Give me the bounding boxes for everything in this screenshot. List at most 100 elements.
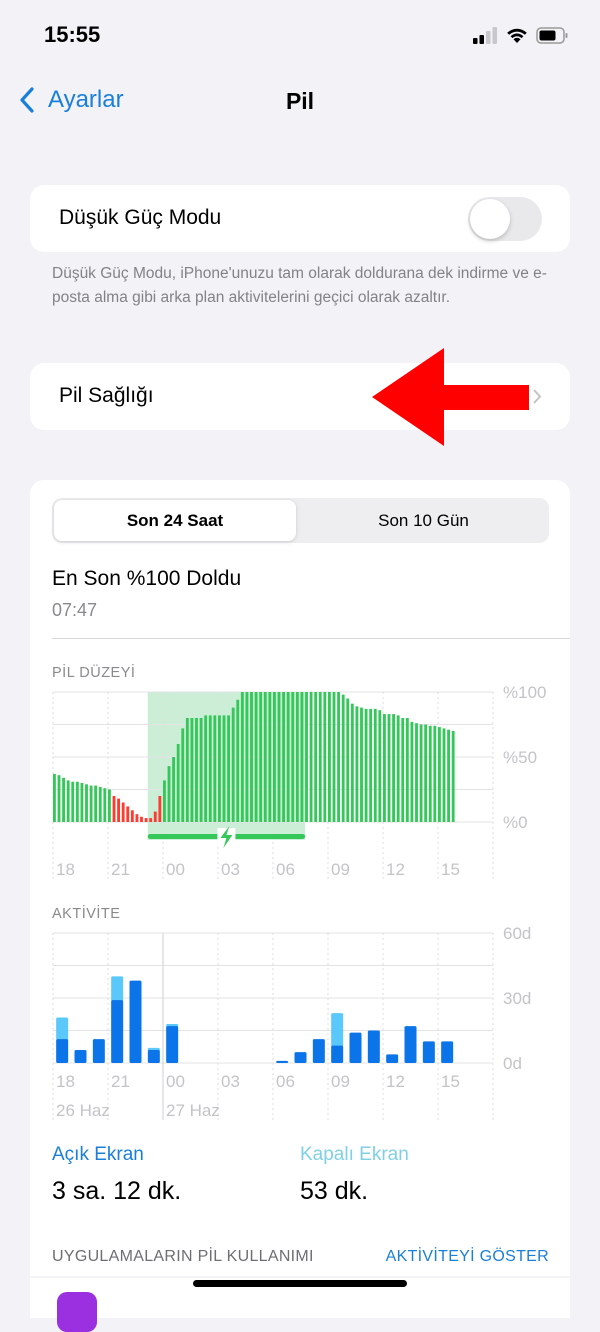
battery-bar xyxy=(240,692,244,822)
battery-bar xyxy=(263,692,267,822)
battery-bar xyxy=(75,781,79,822)
low-power-toggle[interactable] xyxy=(468,197,542,241)
y-tick-label: 60d xyxy=(503,924,531,943)
x-tick-label: 03 xyxy=(221,860,240,879)
battery-bar xyxy=(428,725,432,822)
battery-bar xyxy=(309,692,313,822)
segmented-control: Son 24 Saat Son 10 Gün xyxy=(52,498,549,543)
battery-bar xyxy=(451,731,455,822)
battery-bar xyxy=(245,692,249,822)
battery-bar xyxy=(108,789,111,822)
battery-bar xyxy=(318,692,322,822)
app-usage-heading: UYGULAMALARIN PİL KULLANIMI xyxy=(52,1248,314,1265)
battery-bar xyxy=(350,703,354,822)
battery-bar xyxy=(227,715,231,822)
battery-bar xyxy=(66,780,70,822)
x-tick-label: 06 xyxy=(276,1072,295,1091)
red-arrow-annotation xyxy=(372,348,529,446)
last-charge-title: En Son %100 Doldu xyxy=(52,567,242,590)
y-tick-label: %100 xyxy=(503,683,546,702)
battery-bar xyxy=(117,798,121,822)
last-charge-time: 07:47 xyxy=(52,600,98,620)
battery-bar xyxy=(337,692,341,822)
x-tick-label: 12 xyxy=(386,1072,405,1091)
chevron-left-icon xyxy=(20,87,34,113)
battery-bar xyxy=(442,728,446,822)
chevron-right-icon xyxy=(533,389,542,404)
app-icon[interactable] xyxy=(57,1292,97,1332)
segment-last-24-hours[interactable]: Son 24 Saat xyxy=(54,500,296,541)
screen-on-bar xyxy=(294,1052,307,1063)
battery-bar xyxy=(447,729,451,822)
battery-bar xyxy=(172,757,176,822)
x-tick-label: 15 xyxy=(441,860,460,879)
battery-bar xyxy=(360,707,363,822)
battery-bar xyxy=(438,727,441,822)
battery-bar xyxy=(158,796,162,822)
page-title: Pil xyxy=(285,88,315,114)
battery-bar xyxy=(89,785,93,822)
y-tick-label: %0 xyxy=(503,813,528,832)
low-power-label: Düşük Güç Modu xyxy=(59,206,222,229)
battery-bar xyxy=(199,718,203,822)
battery-bar xyxy=(314,692,318,822)
show-activity-button[interactable]: AKTİVİTEYİ GÖSTER xyxy=(385,1248,549,1265)
battery-bar xyxy=(62,777,66,822)
battery-bar xyxy=(415,723,418,822)
y-tick-label: 30d xyxy=(503,989,531,1008)
battery-bar xyxy=(208,715,212,822)
battery-bar xyxy=(53,773,56,822)
battery-bar xyxy=(213,715,217,822)
battery-bar xyxy=(410,721,414,822)
battery-bar xyxy=(185,718,189,822)
x-tick-label: 00 xyxy=(166,1072,185,1091)
screen-on-bar xyxy=(147,1050,160,1063)
battery-bar xyxy=(373,708,377,822)
battery-bar xyxy=(176,744,180,822)
back-button[interactable]: Ayarlar xyxy=(18,86,124,114)
x-tick-label: 06 xyxy=(276,860,295,879)
low-power-row: Düşük Güç Modu xyxy=(30,185,570,252)
screen-off-label: Kapalı Ekran xyxy=(300,1144,409,1165)
battery-bar xyxy=(419,724,423,822)
battery-bar xyxy=(153,811,157,822)
date-label: 26 Haz xyxy=(56,1101,110,1120)
battery-bar xyxy=(332,692,336,822)
battery-icon xyxy=(536,27,568,44)
battery-bar xyxy=(305,692,308,822)
activity-chart: 60d 30d 0d 18 21 00 03 06 09 12 15 26 Haz 27 Haz xyxy=(52,924,531,1120)
battery-bar xyxy=(190,718,194,822)
battery-level-chart: %100 %50 %0 18 21 00 03 06 09 12 15 xyxy=(52,683,546,880)
battery-bar xyxy=(181,728,185,822)
screen-on-bar xyxy=(129,980,142,1063)
battery-bar xyxy=(364,708,368,822)
x-tick-label: 12 xyxy=(386,860,405,879)
x-tick-label: 09 xyxy=(331,860,350,879)
battery-bar xyxy=(424,724,428,822)
screen-on-bar xyxy=(312,1039,325,1063)
charging-bolt-icon xyxy=(220,826,233,848)
battery-bar xyxy=(341,694,345,822)
screen-on-bar xyxy=(349,1032,362,1063)
battery-bar xyxy=(144,818,148,822)
back-label: Ayarlar xyxy=(48,86,124,113)
battery-bar xyxy=(378,710,382,822)
battery-bar xyxy=(268,692,272,822)
screen-on-bar xyxy=(404,1026,417,1063)
screen-on-label: Açık Ekran xyxy=(52,1144,144,1165)
screen-on-bar xyxy=(166,1026,179,1063)
battery-bar xyxy=(57,775,61,822)
battery-bar xyxy=(167,766,171,822)
screen-on-bar xyxy=(441,1041,454,1063)
battery-bar xyxy=(295,692,299,822)
battery-bar xyxy=(163,780,166,822)
battery-bar xyxy=(204,715,208,822)
screen-off-bar xyxy=(111,976,124,1002)
usage-card xyxy=(30,480,570,1276)
battery-bar xyxy=(300,692,304,822)
screen-on-bar xyxy=(422,1041,435,1063)
battery-bar xyxy=(273,692,276,822)
segment-last-10-days[interactable]: Son 10 Gün xyxy=(378,511,469,530)
x-tick-label: 09 xyxy=(331,1072,350,1091)
battery-level-heading: PİL DÜZEYİ xyxy=(52,665,136,681)
